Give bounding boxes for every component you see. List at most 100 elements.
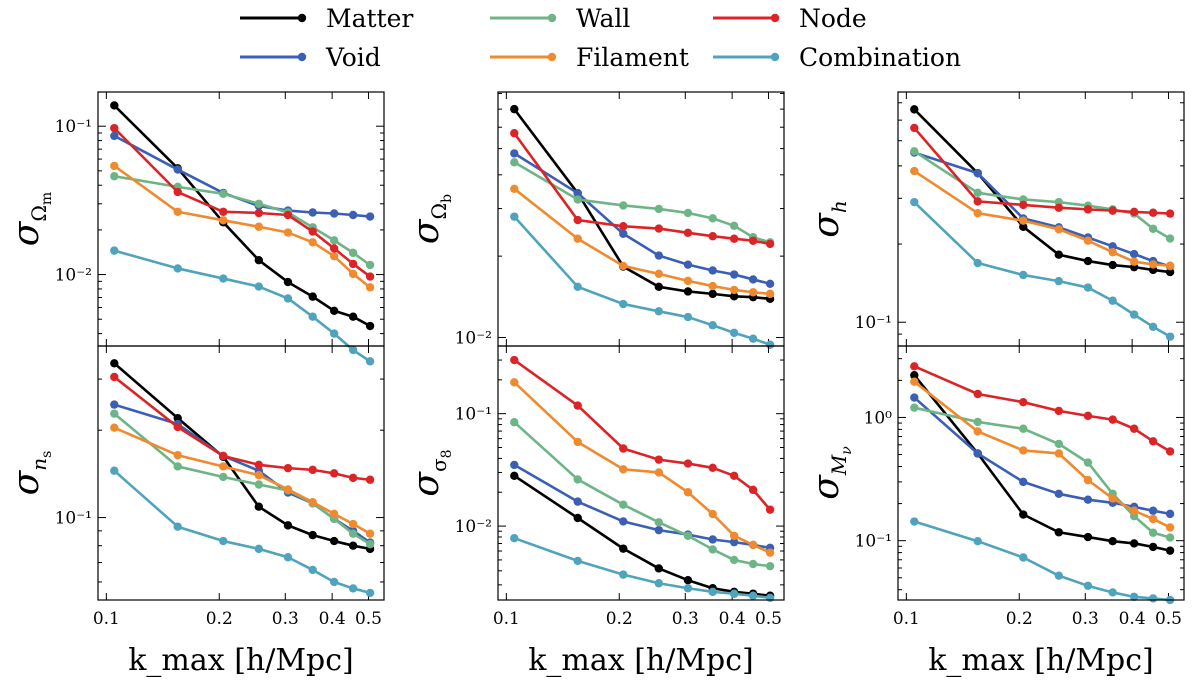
- y-ticks-bottom-right: [898, 358, 1184, 591]
- point-matter: [654, 282, 664, 292]
- legend-label-wall: Wall: [576, 4, 630, 33]
- point-node: [283, 210, 293, 220]
- y-label-subsub: 8: [439, 449, 455, 458]
- point-node: [729, 234, 739, 243]
- point-combination: [765, 340, 775, 349]
- legend: Matter Void Wall Filament Node Combination: [240, 4, 961, 72]
- point-matter: [729, 292, 739, 301]
- point-void: [619, 229, 628, 238]
- point-node: [510, 129, 519, 138]
- point-node: [308, 465, 317, 475]
- point-wall: [708, 214, 717, 223]
- point-filament: [283, 485, 293, 494]
- point-matter: [1083, 532, 1093, 542]
- point-wall: [1148, 528, 1158, 537]
- series-line-wall: [513, 161, 771, 244]
- series-line-wall: [113, 412, 371, 546]
- point-combination: [348, 584, 358, 593]
- point-matter: [1019, 222, 1028, 232]
- point-node: [173, 422, 182, 432]
- legend-entry-combination: Combination: [713, 43, 961, 72]
- axes-frame-bottom-right: [897, 345, 1185, 601]
- point-wall: [973, 417, 982, 427]
- point-combination: [973, 258, 982, 268]
- point-combination: [1054, 276, 1064, 286]
- y-label-sub: n: [27, 458, 51, 471]
- point-matter: [283, 277, 293, 287]
- series-group-bottom-middle: [510, 355, 775, 603]
- point-filament: [619, 465, 628, 474]
- point-wall: [619, 500, 628, 509]
- point-node: [329, 244, 339, 253]
- point-node: [510, 355, 519, 365]
- point-node: [748, 485, 758, 495]
- point-matter: [254, 502, 264, 511]
- point-matter: [683, 576, 693, 585]
- series-line-combination: [113, 469, 371, 595]
- y-label-subsub: m: [39, 192, 55, 205]
- x-tick-label: 0.4: [319, 609, 346, 629]
- point-wall: [910, 147, 919, 156]
- x-tick-label: 0.5: [355, 609, 382, 629]
- legend-label-matter: Matter: [326, 4, 413, 33]
- point-filament: [1108, 494, 1117, 503]
- point-matter: [654, 564, 664, 573]
- point-filament: [1129, 506, 1139, 515]
- point-wall: [765, 561, 775, 571]
- point-wall: [683, 208, 693, 218]
- point-combination: [173, 522, 182, 531]
- panel-bottom-left: 10⁻¹ 0.1 0.2 0.3 0.4 0.5 σns k_max [h/Mpc]: [6, 345, 385, 678]
- point-filament: [1165, 523, 1175, 532]
- point-matter: [573, 513, 582, 523]
- point-void: [654, 251, 664, 260]
- panel-bottom-right: 10⁰ 10⁻¹ 0.1 0.2 0.3 0.4 0.5 σMν k_max [h/Mpc]: [806, 345, 1185, 678]
- x-tick-label: 0.5: [1155, 609, 1182, 629]
- point-wall: [573, 475, 582, 484]
- y-label-sub: Ω: [427, 203, 451, 220]
- point-node: [254, 208, 264, 218]
- point-filament: [1165, 261, 1175, 270]
- legend-entry-node: Node: [713, 4, 867, 33]
- point-matter: [283, 521, 293, 530]
- legend-label-filament: Filament: [576, 43, 689, 72]
- point-matter: [708, 289, 717, 299]
- y-label-symbol: σ: [806, 212, 847, 238]
- legend-marker-void: [297, 52, 307, 62]
- point-node: [619, 222, 628, 231]
- point-node: [1054, 406, 1064, 416]
- x-tick-label: 0.4: [1119, 609, 1146, 629]
- legend-entry-filament: Filament: [490, 43, 689, 72]
- series-line-matter: [913, 108, 1171, 274]
- point-filament: [173, 207, 182, 216]
- point-combination: [308, 312, 317, 321]
- point-matter: [348, 312, 358, 321]
- point-wall: [573, 195, 582, 204]
- point-filament: [365, 529, 375, 538]
- point-combination: [1054, 571, 1064, 580]
- point-void: [1054, 489, 1064, 499]
- point-matter: [110, 101, 119, 110]
- point-node: [748, 236, 758, 245]
- point-wall: [1054, 439, 1064, 449]
- y-ticks-top-right: [898, 102, 1184, 335]
- point-filament: [765, 548, 775, 557]
- x-tick-label: 0.2: [606, 609, 633, 629]
- point-wall: [729, 221, 739, 231]
- x-tick-label: 0.3: [672, 609, 699, 629]
- point-void: [973, 449, 982, 458]
- point-node: [1148, 208, 1158, 217]
- series-group-top-right: [910, 105, 1175, 341]
- point-void: [708, 535, 717, 544]
- point-matter: [1129, 539, 1139, 548]
- point-node: [729, 471, 739, 481]
- point-filament: [1054, 225, 1064, 234]
- point-node: [654, 455, 664, 464]
- point-node: [683, 459, 693, 468]
- x-ticks-top-middle: [505, 92, 769, 346]
- point-node: [329, 469, 339, 478]
- y-tick-label: 10⁻¹: [855, 313, 892, 333]
- series-line-combination: [913, 520, 1171, 602]
- point-void: [110, 400, 119, 409]
